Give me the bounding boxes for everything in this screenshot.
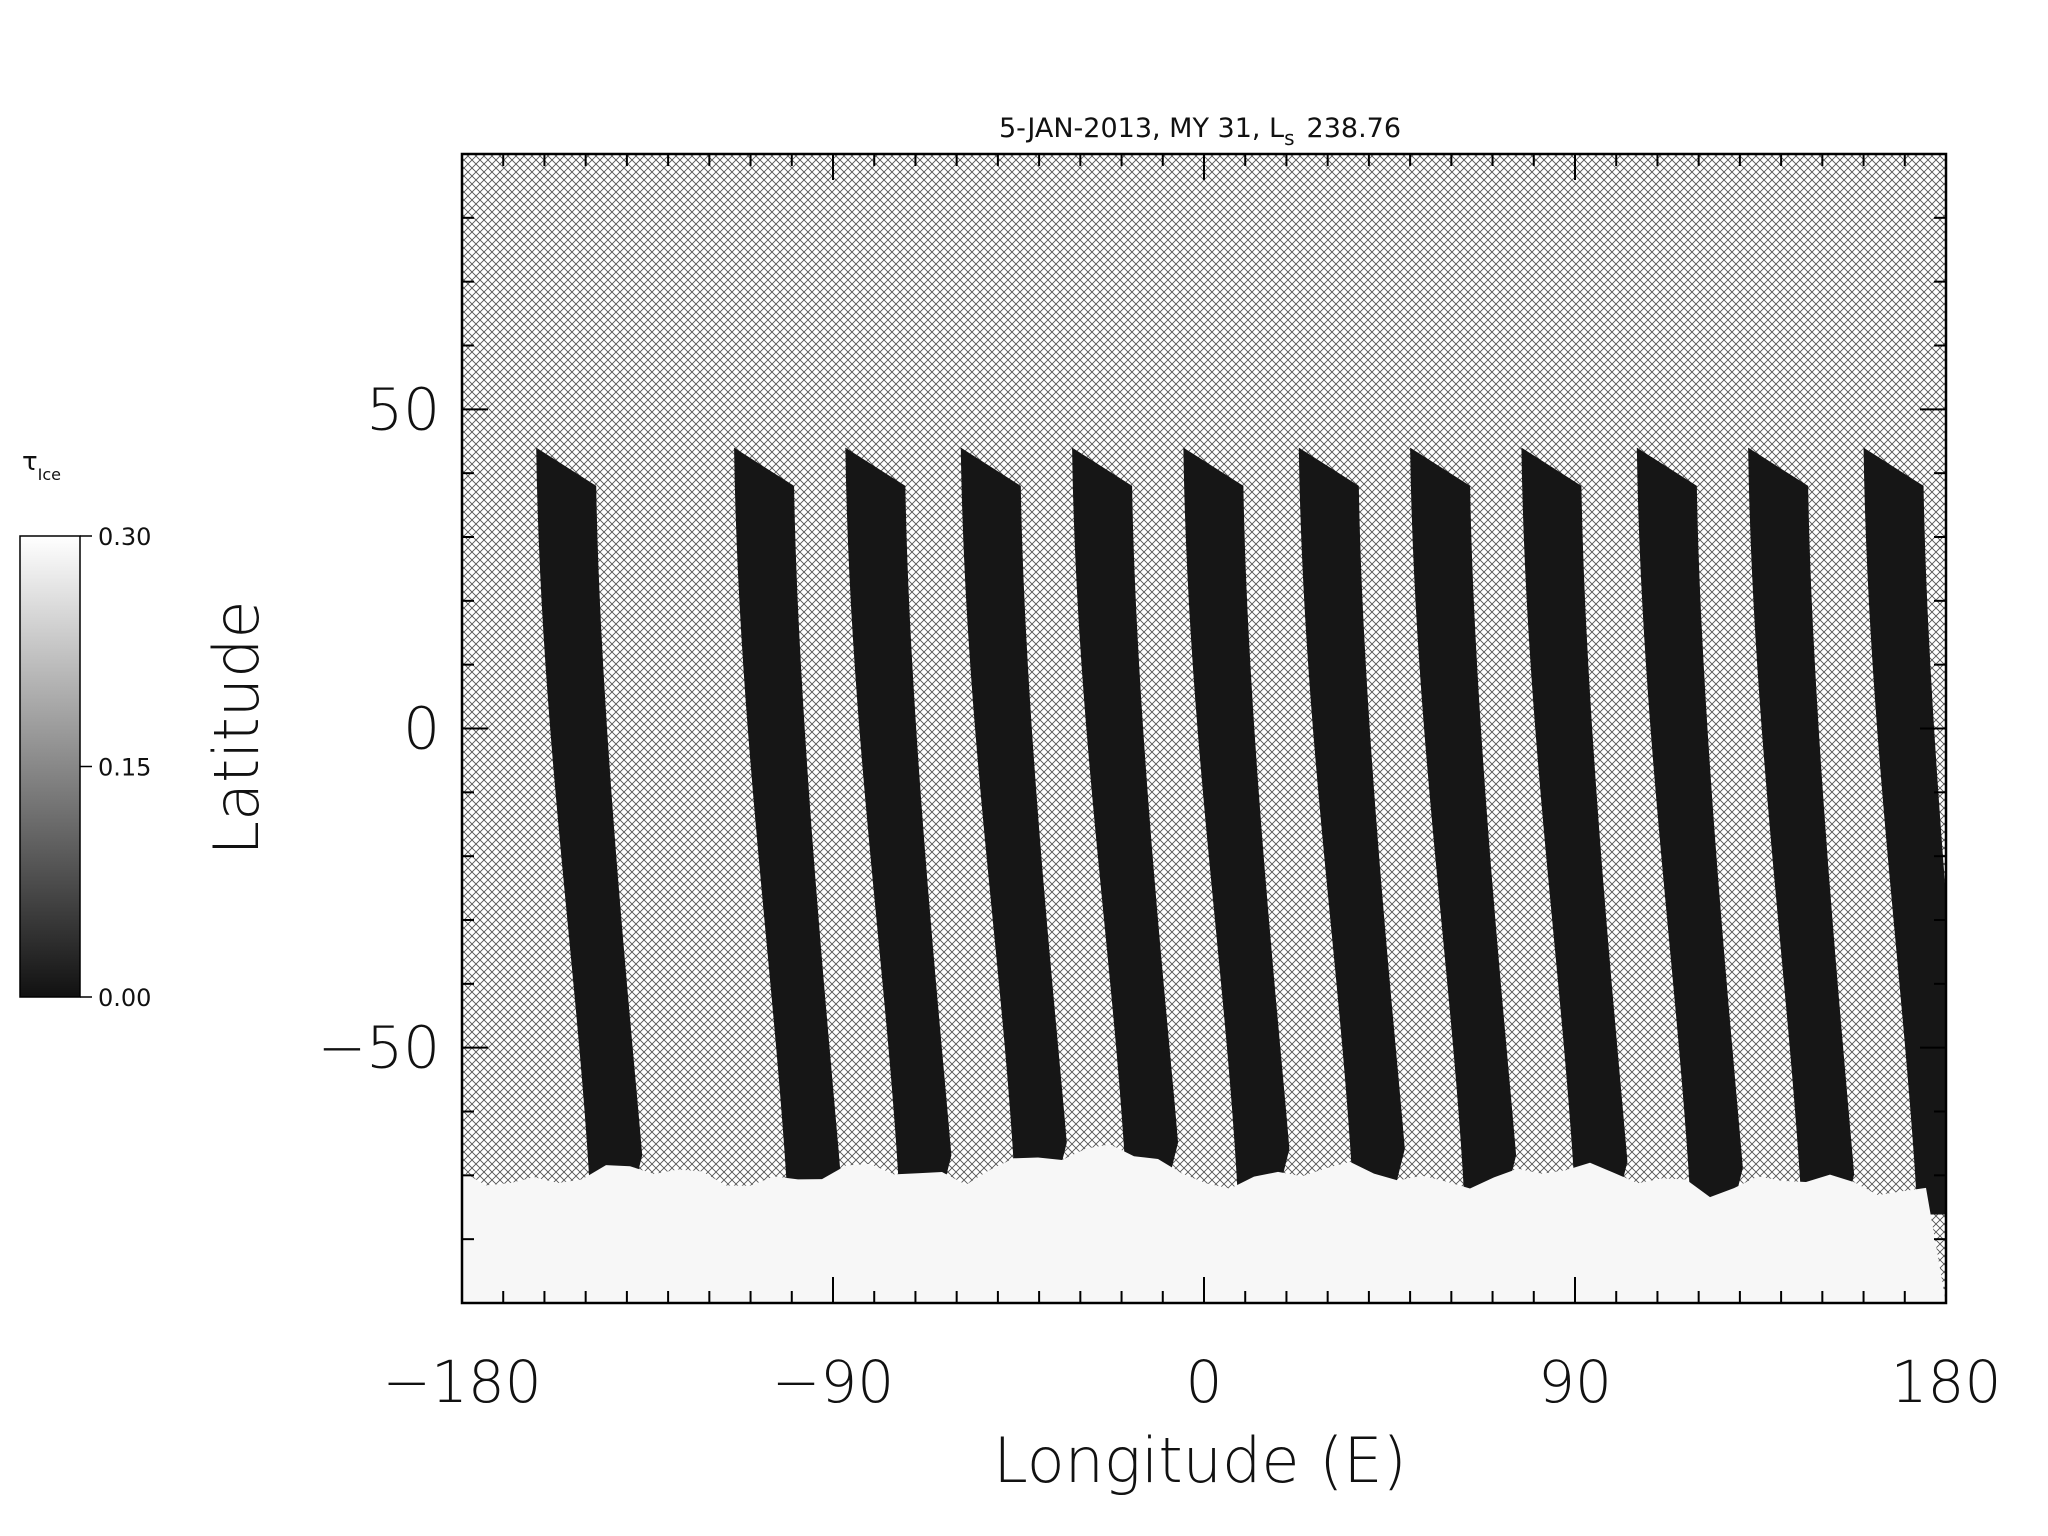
- swath-4: [960, 447, 1067, 1183]
- swath-6: [1183, 447, 1290, 1189]
- x-tick-label: −90: [772, 1348, 894, 1416]
- chart-title: 5-JAN-2013, MY 31, Ls 238.76: [999, 113, 1401, 150]
- y-tick-label: −50: [318, 1014, 440, 1082]
- x-tick-label: −180: [382, 1348, 541, 1416]
- y-tick-label: 0: [403, 695, 440, 763]
- colorbar-tick-label: 0.30: [98, 523, 151, 551]
- y-tick-label: 50: [366, 375, 440, 443]
- colorbar: [19, 535, 81, 998]
- swath-12: [1863, 447, 1946, 1215]
- swath-3: [845, 447, 952, 1196]
- colorbar-ticks: 0.00 0.15 0.30: [80, 523, 151, 1012]
- swath-8: [1410, 447, 1517, 1196]
- axis-ticks: [461, 153, 1947, 1304]
- polar-cap-region: [462, 1144, 1946, 1303]
- title-ls-value: 238.76: [1307, 113, 1401, 144]
- colorbar-tick-label: 0.15: [98, 754, 151, 782]
- x-tick-label: 180: [1891, 1348, 2002, 1416]
- swath-layer: [536, 447, 1946, 1215]
- title-subscript: s: [1284, 126, 1294, 150]
- swath-11: [1748, 447, 1855, 1215]
- x-tick-label: 0: [1186, 1348, 1223, 1416]
- colorbar-tick-label: 0.00: [98, 984, 151, 1012]
- colorbar-label: τIce: [22, 447, 61, 484]
- swath-5: [1072, 447, 1179, 1183]
- x-axis-label: Longitude (E): [993, 1424, 1406, 1497]
- y-tick-labels: −50 0 50: [318, 375, 440, 1081]
- swath-10: [1636, 447, 1743, 1209]
- swath-1: [536, 447, 643, 1196]
- y-axis-label: Latitude: [200, 600, 273, 855]
- colorbar-label-subscript: Ice: [38, 465, 61, 484]
- swath-7: [1298, 447, 1405, 1189]
- x-tick-labels: −180 −90 0 90 180: [382, 1348, 2001, 1416]
- x-tick-label: 90: [1538, 1348, 1612, 1416]
- swath-9: [1521, 447, 1628, 1202]
- swath-2: [734, 447, 841, 1209]
